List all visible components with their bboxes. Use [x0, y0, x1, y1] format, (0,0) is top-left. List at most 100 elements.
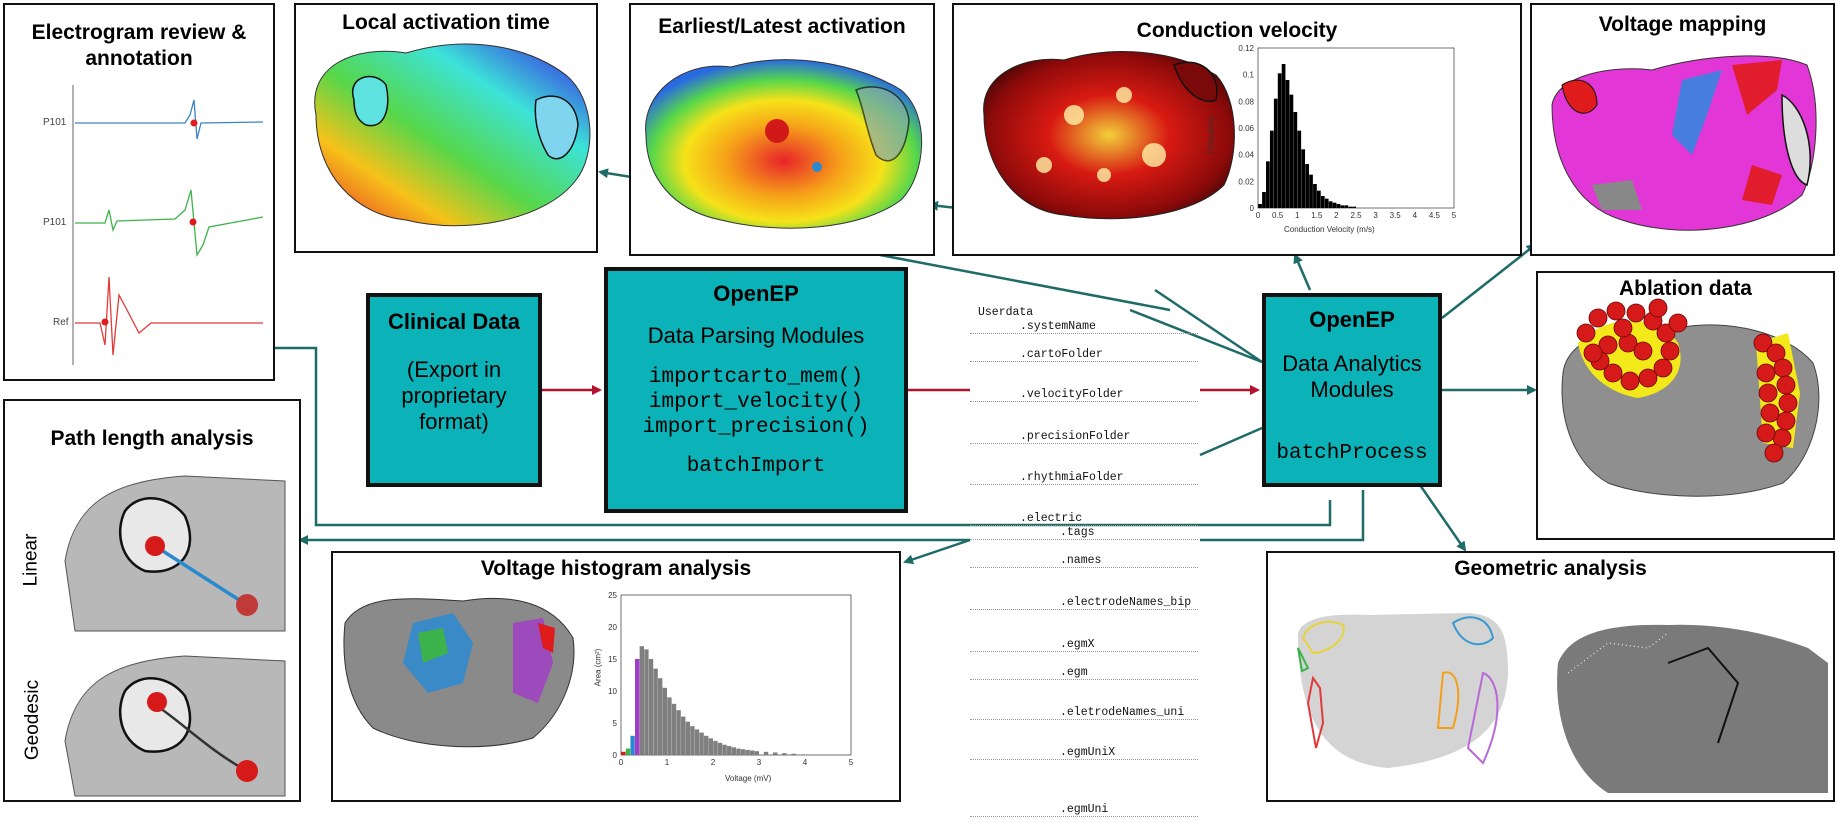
vhist-ylabel: Area (cm²) — [593, 648, 603, 687]
cv-map — [983, 51, 1235, 220]
function-import-precision: import_precision() — [642, 416, 870, 439]
cv-ylabel: Frequency — [1206, 115, 1216, 154]
hist-bar — [754, 751, 759, 755]
y-tick-label: 5 — [613, 719, 618, 728]
x-tick-label: 2 — [1334, 211, 1339, 220]
path-maps — [64, 475, 286, 797]
hist-bar — [1316, 190, 1321, 208]
function-import-velocity: import_velocity() — [648, 391, 864, 414]
hist-bar — [1258, 204, 1262, 208]
hist-bar — [717, 742, 723, 755]
ablation-lesion — [1638, 368, 1658, 388]
hist-bar — [1328, 201, 1333, 208]
hist-bar — [1301, 149, 1306, 208]
hist-bar — [653, 668, 658, 755]
y-tick-label: 10 — [608, 687, 617, 696]
ablation-lesion — [1603, 363, 1623, 383]
line-d — [1200, 490, 1365, 542]
box-line: Data Analytics — [1282, 351, 1422, 376]
arrow-to-geometric — [1418, 484, 1467, 552]
hist-bar — [745, 749, 750, 755]
arrow-to-voltage — [1441, 243, 1537, 319]
line-c — [1199, 426, 1263, 457]
hist-bar — [1273, 98, 1278, 208]
line-b — [1129, 308, 1263, 364]
hist-bar — [625, 748, 631, 755]
voltage-histogram: 25 20 15 10 5 00 1 2 3 4 5 — [608, 591, 854, 767]
box-line: Modules — [1310, 377, 1394, 402]
line-earliest — [879, 253, 1171, 312]
panel-title: Voltage histogram analysis — [480, 557, 752, 580]
hist-bar — [662, 687, 667, 755]
panel-title-line2: annotation — [85, 47, 193, 70]
hist-bar — [1309, 174, 1313, 208]
hist-bar — [1289, 94, 1294, 208]
hist-bar — [736, 748, 741, 755]
box-subtitle: Data Parsing Modules — [647, 323, 865, 348]
box-title: OpenEP — [713, 281, 799, 306]
userdata-subfield: .eletrodeNames_uni — [1060, 706, 1185, 719]
ablation-lesion — [1778, 393, 1798, 413]
hist-bar — [658, 678, 663, 755]
box-title: Clinical Data — [387, 309, 521, 334]
hist-bar — [699, 732, 704, 755]
voltage-map — [1551, 55, 1817, 231]
x-tick-label: 5 — [849, 758, 854, 767]
ablation-map — [1561, 298, 1820, 497]
x-tick-label: 0 — [619, 758, 624, 767]
x-tick-label: 3 — [757, 758, 762, 767]
hist-bar — [1320, 196, 1325, 208]
x-tick-label: 4 — [803, 758, 808, 767]
hist-bar — [1305, 164, 1309, 208]
hist-bar — [731, 747, 736, 755]
userdata-subfield: .electrodeNames_bip — [1060, 596, 1192, 609]
ablation-lesion — [1660, 341, 1680, 361]
hist-bar — [621, 751, 626, 755]
hist-bar — [1262, 192, 1266, 208]
panel-title: Conduction velocity — [1136, 19, 1338, 42]
analytics-modules-box: OpenEP Data Analytics Modules batchProce… — [1262, 293, 1442, 487]
userdata-subfield: .egmUni — [1060, 803, 1109, 816]
hist-bar — [1277, 73, 1282, 208]
arrow-to-vhist — [903, 538, 971, 565]
ablation-lesion — [1606, 301, 1626, 321]
cv-xlabel: Conduction Velocity (m/s) — [1284, 225, 1375, 234]
x-tick-label: 3 — [1373, 211, 1378, 220]
lat-map — [314, 43, 591, 227]
cv-panel: Conduction velocity 0.12 0.1 0.08 0.06 0.04 0… — [952, 3, 1522, 256]
box-title: OpenEP — [1309, 307, 1395, 332]
y-tick-label: 0.08 — [1238, 97, 1254, 106]
ablation-lesion — [1620, 371, 1640, 391]
earliest-panel: Earliest/Latest activation — [629, 3, 935, 256]
hist-bar — [639, 646, 644, 755]
hist-bar — [1293, 112, 1298, 208]
lat-panel: Local activation time — [294, 3, 598, 253]
hist-bar — [800, 754, 805, 755]
x-tick-label: 3.5 — [1390, 211, 1402, 220]
hist-bar — [1348, 206, 1353, 208]
userdata-field: .rhythmiaFolder — [1020, 471, 1124, 484]
hist-bar — [1266, 161, 1270, 208]
panel-title: Ablation data — [1618, 277, 1752, 300]
panel-title: Local activation time — [342, 11, 550, 34]
ablation-lesion — [1668, 313, 1688, 333]
hist-bar — [1324, 198, 1329, 208]
ablation-lesion — [1773, 358, 1793, 378]
x-tick-label: 2 — [711, 758, 716, 767]
userdata-field: .systemName — [1020, 320, 1096, 333]
y-tick-label: 0.04 — [1238, 151, 1254, 160]
panel-title: Voltage mapping — [1598, 13, 1767, 36]
y-tick-label: 0.12 — [1238, 44, 1254, 53]
vhist-xlabel: Voltage (mV) — [725, 774, 772, 783]
y-tick-label: 0.06 — [1238, 124, 1254, 133]
ablation-lesion — [1583, 343, 1603, 363]
y-tick-label: 0.02 — [1238, 177, 1254, 186]
earliest-map — [645, 59, 923, 229]
hist-bar — [740, 749, 746, 755]
ablation-lesion — [1756, 363, 1776, 383]
hist-bar — [1285, 80, 1290, 208]
hist-bar — [648, 659, 654, 755]
ablation-lesion — [1758, 383, 1778, 403]
userdata-field: .cartoFolder — [1020, 348, 1103, 361]
box-line: (Export in — [406, 357, 502, 382]
